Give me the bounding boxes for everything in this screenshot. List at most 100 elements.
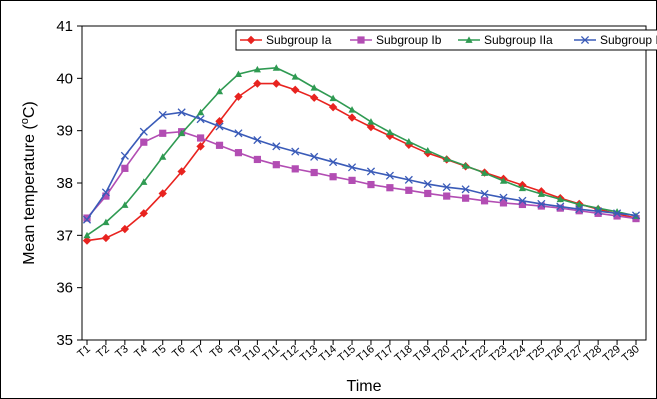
- data-point: [424, 146, 432, 154]
- data-point: [499, 193, 508, 202]
- data-point: [215, 122, 224, 131]
- data-point: [518, 200, 527, 209]
- data-point: [272, 79, 281, 88]
- y-tick-label: 41: [56, 18, 73, 35]
- data-point: [442, 183, 451, 192]
- data-point: [357, 36, 365, 44]
- x-tick-label: T7: [189, 343, 207, 360]
- x-axis-ticks: T1 T2 T3 T4 T5 T6 T7 T8 T9T10T11T12T13T14T15T16T…: [75, 340, 642, 364]
- x-tick-label: T27: [563, 343, 585, 364]
- data-point: [556, 204, 564, 212]
- x-tick-label: T15: [336, 343, 358, 364]
- data-point: [291, 85, 300, 95]
- x-tick-label: T12: [279, 343, 301, 364]
- data-point: [537, 199, 546, 208]
- data-point: [309, 93, 319, 102]
- data-point: [196, 108, 205, 116]
- x-tick-label: T28: [582, 343, 604, 364]
- x-tick-label: T26: [544, 343, 566, 364]
- data-point: [140, 138, 148, 146]
- data-point: [82, 236, 92, 245]
- data-point: [291, 73, 299, 80]
- legend-item: Subgroup IIa: [458, 33, 553, 47]
- data-point: [518, 196, 527, 205]
- data-point: [246, 35, 256, 45]
- x-tick-label: T14: [317, 343, 339, 364]
- data-point: [347, 163, 357, 172]
- data-point: [329, 173, 337, 181]
- y-tick-label: 40: [56, 70, 73, 87]
- data-point: [82, 215, 92, 224]
- data-point: [575, 205, 584, 214]
- data-point: [386, 128, 394, 136]
- data-point: [196, 142, 205, 151]
- data-point: [158, 110, 167, 120]
- data-point: [102, 218, 110, 226]
- data-point: [348, 106, 356, 113]
- data-point: [556, 202, 565, 211]
- x-tick-label: T25: [525, 343, 547, 364]
- x-tick-label: T17: [374, 343, 396, 364]
- data-point: [556, 195, 564, 203]
- x-tick-label: T11: [261, 343, 283, 364]
- data-point: [120, 151, 129, 160]
- data-point: [234, 92, 243, 101]
- data-point: [329, 158, 338, 167]
- data-point: [423, 179, 432, 189]
- x-tick-label: T3: [113, 343, 131, 360]
- data-point: [253, 136, 262, 145]
- legend-label: Subgroup Ia: [266, 33, 332, 47]
- data-point: [196, 115, 205, 124]
- x-tick-label: T2: [94, 343, 112, 360]
- x-tick-label: T13: [298, 343, 320, 364]
- data-point: [234, 70, 243, 78]
- data-point: [121, 164, 129, 172]
- x-tick-label: T6: [170, 343, 188, 360]
- data-point: [120, 224, 130, 234]
- data-point: [499, 177, 508, 184]
- data-point: [405, 186, 413, 194]
- legend-box: [235, 29, 657, 51]
- x-tick-label: T9: [227, 343, 245, 360]
- data-point: [537, 202, 545, 210]
- data-point: [462, 194, 470, 202]
- data-point: [139, 127, 148, 136]
- data-point: [310, 84, 318, 91]
- x-tick-label: T1: [75, 343, 93, 360]
- x-tick-label: T23: [487, 343, 509, 364]
- data-point: [215, 141, 224, 149]
- x-tick-label: T8: [208, 343, 226, 360]
- data-point: [594, 207, 603, 216]
- data-point: [215, 87, 224, 95]
- data-point: [348, 176, 356, 184]
- data-point: [328, 102, 338, 112]
- data-point: [366, 167, 376, 176]
- data-point: [366, 122, 376, 132]
- data-point: [405, 138, 413, 145]
- data-point: [102, 192, 110, 200]
- data-point: [462, 162, 470, 169]
- data-point: [480, 169, 489, 176]
- x-tick-label: T16: [355, 343, 377, 364]
- legend-label: Subgroup IIa: [484, 33, 553, 47]
- data-point: [158, 189, 167, 198]
- data-point: [404, 175, 413, 184]
- data-point: [291, 147, 300, 156]
- legend-item: Subgroup IIb: [574, 33, 657, 47]
- x-tick-label: T19: [411, 343, 433, 364]
- data-point: [177, 167, 186, 176]
- data-point: [580, 35, 590, 45]
- y-tick-label: 38: [56, 175, 73, 192]
- data-point: [101, 188, 110, 197]
- data-point: [178, 129, 186, 137]
- data-point: [499, 199, 508, 207]
- x-tick-label: T30: [620, 343, 642, 364]
- data-point: [480, 197, 489, 205]
- data-point: [424, 189, 432, 198]
- data-point: [385, 171, 394, 180]
- data-point: [177, 108, 186, 117]
- data-point: [367, 180, 375, 189]
- data-point: [272, 142, 281, 151]
- data-point: [575, 207, 583, 215]
